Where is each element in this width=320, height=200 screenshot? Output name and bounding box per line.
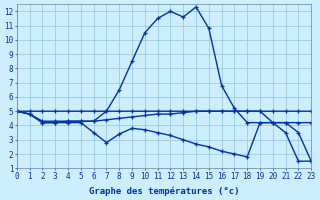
X-axis label: Graphe des températures (°c): Graphe des températures (°c)	[89, 186, 239, 196]
